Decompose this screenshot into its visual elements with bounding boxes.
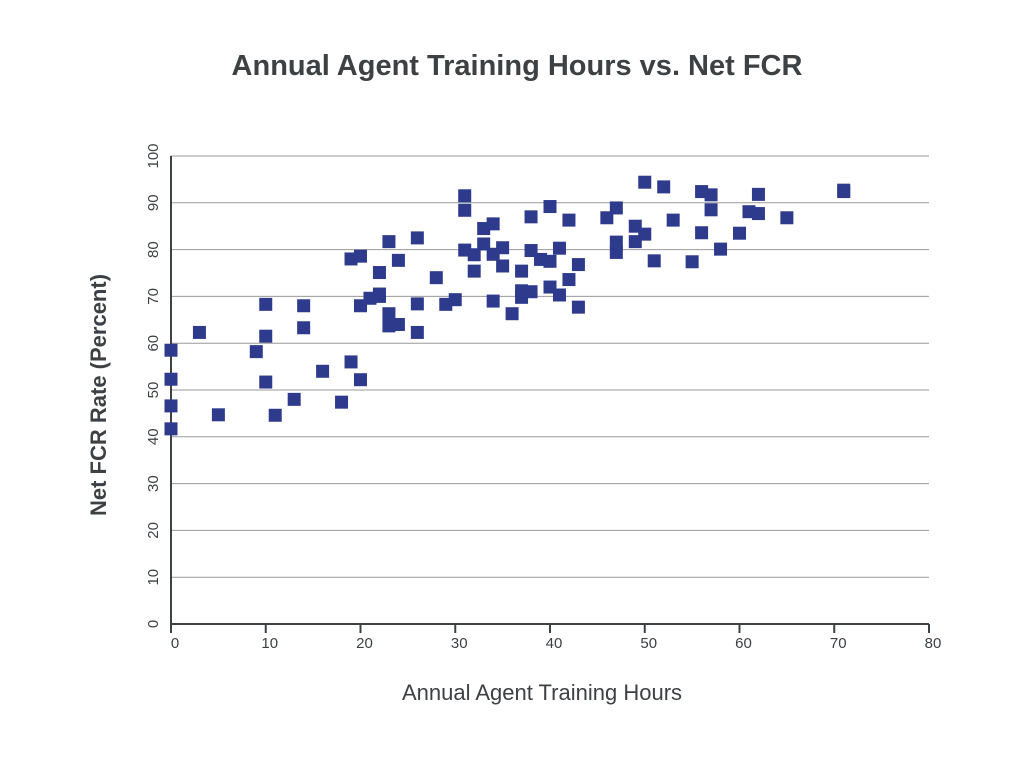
data-point	[695, 226, 709, 240]
data-point	[164, 422, 178, 436]
y-tick-label: 50	[145, 382, 162, 399]
data-point	[638, 227, 652, 241]
x-tick-label: 30	[451, 635, 468, 652]
data-point	[382, 235, 396, 249]
data-point	[714, 242, 728, 256]
data-point	[486, 294, 500, 308]
x-tick-labels: 0 10 20 30 40 50 60 70 80	[171, 635, 942, 652]
y-tick-label: 100	[145, 143, 162, 168]
x-tick-label: 0	[171, 635, 179, 652]
data-point	[335, 395, 349, 409]
data-point	[259, 297, 273, 311]
data-point	[571, 258, 585, 272]
x-tick-label: 80	[925, 635, 942, 652]
data-point	[704, 188, 718, 202]
data-point	[429, 271, 443, 285]
data-point	[609, 245, 623, 259]
data-point	[211, 408, 225, 422]
data-point	[344, 355, 358, 369]
data-point	[496, 241, 510, 255]
data-point	[268, 408, 282, 422]
data-point	[297, 299, 311, 313]
data-point	[609, 235, 623, 249]
data-point	[638, 175, 652, 189]
data-point	[562, 273, 576, 287]
data-point	[448, 293, 462, 307]
data-point	[837, 185, 851, 199]
data-point	[410, 297, 424, 311]
data-point	[467, 248, 481, 262]
data-point	[685, 255, 699, 269]
data-point	[486, 217, 500, 231]
data-point	[458, 203, 472, 217]
axes	[170, 156, 930, 633]
x-axis-label: Annual Agent Training Hours	[402, 680, 682, 705]
data-point	[524, 285, 538, 299]
y-axis-label: Net FCR Rate (Percent)	[86, 274, 111, 516]
x-tick-label: 70	[830, 635, 847, 652]
y-tick-label: 60	[145, 335, 162, 352]
y-tick-label: 80	[145, 241, 162, 258]
x-tick-label: 40	[546, 635, 563, 652]
data-point	[259, 375, 273, 389]
data-point	[704, 203, 718, 217]
data-point	[524, 210, 538, 224]
data-point	[600, 211, 614, 225]
data-point	[287, 392, 301, 406]
y-tick-label: 30	[145, 475, 162, 492]
data-point	[297, 321, 311, 335]
x-tick-label: 10	[261, 635, 278, 652]
data-point	[609, 201, 623, 215]
y-tick-label: 0	[145, 620, 162, 628]
data-point	[733, 226, 746, 240]
data-point	[382, 307, 396, 321]
data-point	[391, 253, 405, 267]
data-point	[316, 364, 330, 378]
data-point	[543, 254, 557, 268]
y-tick-label: 90	[145, 194, 162, 211]
grid-lines	[171, 155, 929, 578]
data-point	[410, 325, 424, 339]
data-point	[410, 231, 424, 245]
y-tick-label: 40	[145, 428, 162, 445]
y-tick-label: 70	[145, 288, 162, 305]
data-points	[164, 175, 851, 436]
data-point	[354, 249, 367, 263]
data-point	[354, 373, 367, 387]
data-point	[249, 345, 263, 359]
data-point	[372, 289, 386, 303]
data-point	[391, 317, 405, 331]
y-tick-label: 10	[145, 569, 162, 586]
x-tick-label: 50	[640, 635, 657, 652]
data-point	[647, 254, 661, 268]
data-point	[458, 189, 472, 203]
data-point	[496, 259, 510, 273]
data-point	[164, 343, 178, 357]
data-point	[666, 213, 680, 227]
data-point	[780, 211, 794, 225]
data-point	[467, 264, 481, 278]
data-point	[164, 399, 178, 413]
data-point	[164, 372, 178, 386]
data-point	[259, 329, 273, 343]
data-point	[751, 207, 765, 221]
data-point	[657, 180, 671, 194]
data-point	[552, 241, 566, 255]
data-point	[477, 237, 491, 251]
data-point	[192, 325, 206, 339]
data-point	[562, 213, 576, 227]
x-tick-label: 60	[735, 635, 752, 652]
data-point	[552, 288, 566, 302]
data-point	[515, 264, 529, 278]
data-point	[372, 266, 386, 280]
data-point	[505, 307, 519, 321]
data-point	[543, 200, 557, 214]
y-tick-labels: 0 10 20 30 40 50 60 70 80 90 100	[145, 143, 162, 628]
y-tick-label: 20	[145, 522, 162, 539]
chart-title: Annual Agent Training Hours vs. Net FCR	[231, 50, 803, 82]
x-tick-label: 20	[356, 635, 373, 652]
data-point	[751, 187, 765, 201]
data-point	[571, 300, 585, 314]
